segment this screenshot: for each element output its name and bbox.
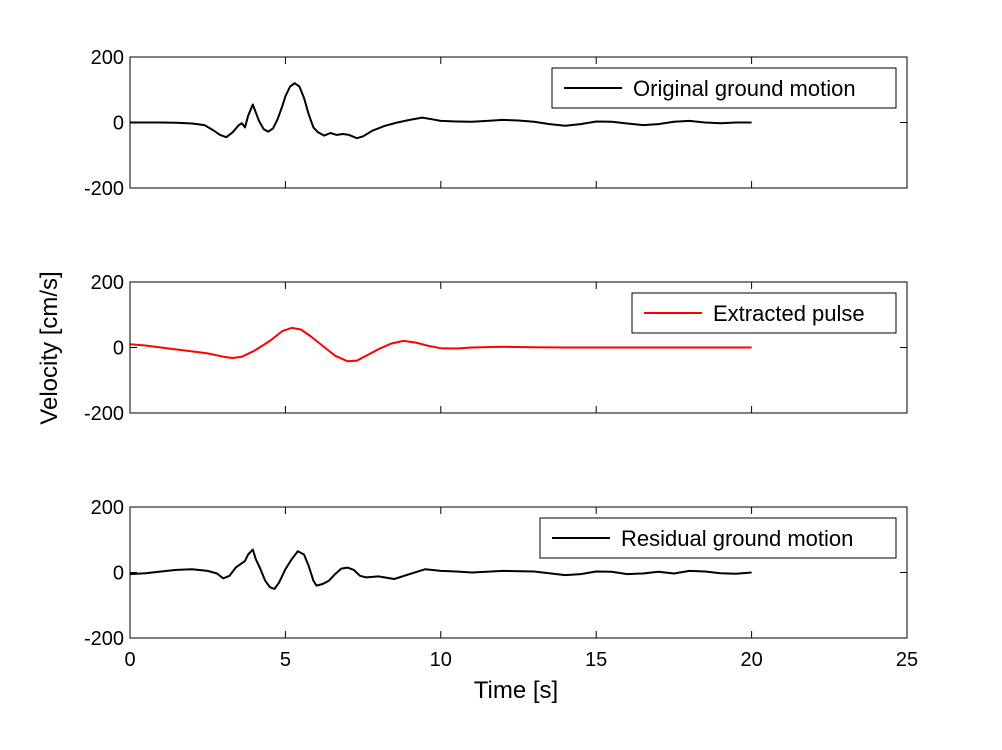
series-line bbox=[130, 82, 752, 140]
legend-label: Residual ground motion bbox=[621, 526, 853, 551]
x-tick-label: 15 bbox=[585, 649, 607, 671]
legend-label: Extracted pulse bbox=[713, 301, 865, 326]
axes-frame bbox=[129, 56, 908, 189]
x-tick-label: 10 bbox=[430, 649, 452, 671]
chart-panel: -200 0 200 Original ground motion bbox=[84, 47, 908, 200]
chart-panel: -200 0 200 Extracted pulse bbox=[84, 272, 908, 425]
x-tick-label: 20 bbox=[740, 649, 762, 671]
legend: Original ground motion bbox=[551, 67, 897, 109]
axes-frame bbox=[129, 506, 908, 639]
x-tick-label: 0 bbox=[124, 649, 135, 671]
x-axis-label: Time [s] bbox=[474, 677, 558, 704]
y-tick-label: -200 bbox=[84, 178, 124, 200]
legend-label: Original ground motion bbox=[633, 76, 856, 101]
y-tick-label: -200 bbox=[84, 628, 124, 650]
axes-frame bbox=[129, 281, 908, 414]
y-tick-label: 0 bbox=[113, 338, 124, 360]
x-tick-label: 5 bbox=[280, 649, 291, 671]
y-tick-label: 0 bbox=[113, 563, 124, 585]
y-axis-label: Velocity [cm/s] bbox=[36, 271, 63, 424]
legend: Residual ground motion bbox=[539, 517, 897, 559]
series-line bbox=[129, 548, 752, 590]
y-tick-label: -200 bbox=[84, 403, 124, 425]
x-tick-label: 25 bbox=[896, 649, 918, 671]
y-tick-label: 200 bbox=[91, 272, 124, 294]
legend: Extracted pulse bbox=[631, 292, 897, 334]
series-line bbox=[129, 326, 752, 363]
y-tick-label: 0 bbox=[113, 113, 124, 135]
y-tick-label: 200 bbox=[91, 47, 124, 69]
y-tick-label: 200 bbox=[91, 497, 124, 519]
